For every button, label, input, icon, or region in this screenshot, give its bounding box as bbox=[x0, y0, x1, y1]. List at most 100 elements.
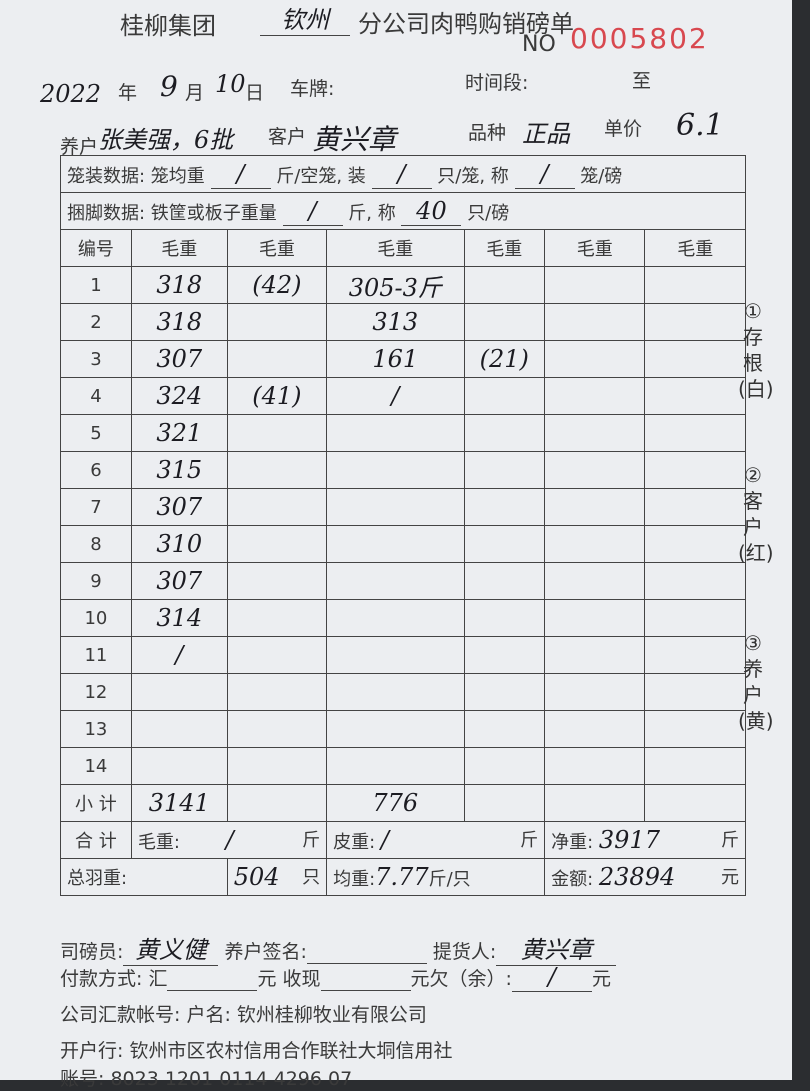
cage-per: / bbox=[371, 160, 432, 189]
cash-label: 收现 bbox=[282, 968, 321, 990]
tie-weight: / bbox=[282, 197, 343, 226]
table-row-cell bbox=[463, 525, 546, 563]
table-row-label: 8 bbox=[60, 525, 132, 563]
table-row: 7 307 bbox=[60, 488, 746, 526]
table-row-cell bbox=[226, 599, 328, 637]
table-row-cell: 305-3斤 bbox=[326, 266, 465, 304]
table-row-cell bbox=[463, 562, 546, 600]
table-row-cell bbox=[463, 303, 546, 341]
period-label: 时间段: bbox=[465, 72, 529, 94]
amount: 金额: 23894 元 bbox=[544, 858, 746, 896]
subtotal-row-cell bbox=[544, 784, 646, 822]
pay-label: 付款方式: 汇 bbox=[60, 968, 168, 990]
copy-label-stub: ①存根(白) bbox=[738, 299, 774, 401]
amount-label: 金额: bbox=[551, 869, 594, 890]
table-row-cell bbox=[326, 414, 465, 452]
customer-name: 黄兴章 bbox=[312, 123, 397, 156]
day: 10 bbox=[215, 70, 246, 98]
unit: 元 bbox=[721, 867, 739, 888]
net-value: 3917 bbox=[598, 826, 660, 854]
tie-text: 只/磅 bbox=[467, 202, 510, 224]
table-row-cell bbox=[544, 599, 646, 637]
table-row-cell bbox=[544, 710, 646, 748]
subtotal-row-cell: 3141 bbox=[130, 784, 228, 822]
table-row-cell: 324 bbox=[130, 377, 228, 415]
table-row-cell: 321 bbox=[130, 414, 228, 452]
table-row-cell bbox=[644, 488, 746, 526]
header-title: 分公司肉鸭购销磅单 bbox=[358, 10, 574, 38]
unit-price: 6.1 bbox=[676, 108, 724, 143]
table-row-cell bbox=[226, 747, 328, 785]
no-label: NO bbox=[522, 32, 556, 57]
avg-weight: 均重:7.77斤/只 bbox=[326, 858, 546, 896]
unit: 只 bbox=[302, 867, 321, 888]
birds-total: 总羽重: bbox=[60, 858, 228, 896]
day-label: 日 bbox=[245, 82, 265, 104]
table-row-cell: (41) bbox=[226, 377, 328, 415]
table-row-cell bbox=[644, 673, 746, 711]
table-row-label: 3 bbox=[60, 340, 132, 378]
payment-line: 付款方式: 汇 元 收现 元欠（余）: / 元 bbox=[60, 963, 611, 992]
table-row-cell bbox=[644, 747, 746, 785]
pickup-signature: 黄兴章 bbox=[496, 930, 617, 966]
table-row-cell: 313 bbox=[326, 303, 465, 341]
table-row-cell bbox=[544, 303, 646, 341]
header-branch: 钦州 bbox=[260, 0, 350, 36]
tie-label: 捆脚数据: 铁筐或板子重量 bbox=[67, 202, 277, 224]
farmer-label: 养户 bbox=[60, 136, 99, 158]
table-row-cell: 307 bbox=[130, 562, 228, 600]
serial-number: 0005802 bbox=[570, 22, 709, 55]
cage-text: 只/笼, 称 bbox=[437, 165, 509, 187]
table-row: 11/ bbox=[60, 636, 746, 674]
table-row-cell: 315 bbox=[130, 451, 228, 489]
table-row-cell: 314 bbox=[130, 599, 228, 637]
weigher-line: 司磅员: 黄义健 养户签名: 提货人: 黄兴章 bbox=[60, 930, 617, 966]
table-row-label: 9 bbox=[60, 562, 132, 600]
weighing-slip: 桂柳集团 钦州 分公司肉鸭购销磅单 NO 0005802 2022 年 9 月 … bbox=[0, 0, 792, 1090]
table-row-cell bbox=[544, 266, 646, 304]
table-row-cell bbox=[544, 340, 646, 378]
year: 2022 bbox=[40, 80, 102, 108]
table-row: 2 318 313 bbox=[60, 303, 746, 341]
bank-line: 开户行: 钦州市区农村信用合作联社大垌信用社 bbox=[60, 1040, 453, 1062]
table-row-cell bbox=[544, 673, 646, 711]
table-row-cell bbox=[226, 451, 328, 489]
farmer-signature-field[interactable] bbox=[306, 941, 427, 964]
owe-label: 元欠（余）: bbox=[410, 968, 512, 990]
header-row-cell: 毛重 bbox=[644, 229, 746, 267]
table-row-cell bbox=[326, 747, 465, 785]
header-row-cell: 毛重 bbox=[463, 229, 546, 267]
birds-cell: 504 只 bbox=[226, 858, 328, 896]
table-row-cell bbox=[226, 414, 328, 452]
cage-avg: / bbox=[210, 160, 271, 189]
variety: 正品 bbox=[522, 120, 570, 148]
avg-value: 7.77 bbox=[375, 863, 429, 891]
table-row-cell: 307 bbox=[130, 488, 228, 526]
month: 9 bbox=[160, 70, 178, 103]
gross-label: 毛重: bbox=[137, 832, 180, 853]
table-row-label: 7 bbox=[60, 488, 132, 526]
remit-field[interactable] bbox=[167, 968, 258, 991]
table-row-cell bbox=[644, 710, 746, 748]
table-row-cell bbox=[544, 377, 646, 415]
table-row-label: 1 bbox=[60, 266, 132, 304]
table-row-cell bbox=[644, 377, 746, 415]
table-row-cell bbox=[226, 303, 328, 341]
gross-value: / bbox=[225, 826, 234, 854]
year-label: 年 bbox=[118, 82, 138, 104]
table-row-cell: 318 bbox=[130, 303, 228, 341]
table-row-cell bbox=[326, 599, 465, 637]
avg-label: 均重: bbox=[333, 869, 376, 890]
table-row-cell: / bbox=[326, 377, 465, 415]
cage-label: 笼装数据: 笼均重 bbox=[67, 165, 205, 187]
tie-count: 40 bbox=[401, 197, 462, 226]
subtotal-row-cell bbox=[226, 784, 328, 822]
table-row-cell: (42) bbox=[226, 266, 328, 304]
table-row-cell bbox=[644, 303, 746, 341]
subtotal-row-cell: 776 bbox=[326, 784, 465, 822]
cage-text: 笼/磅 bbox=[580, 165, 623, 187]
cage-count: / bbox=[514, 160, 575, 189]
cash-field[interactable] bbox=[320, 968, 411, 991]
table-row-label: 11 bbox=[60, 636, 132, 674]
table-row-cell bbox=[544, 636, 646, 674]
